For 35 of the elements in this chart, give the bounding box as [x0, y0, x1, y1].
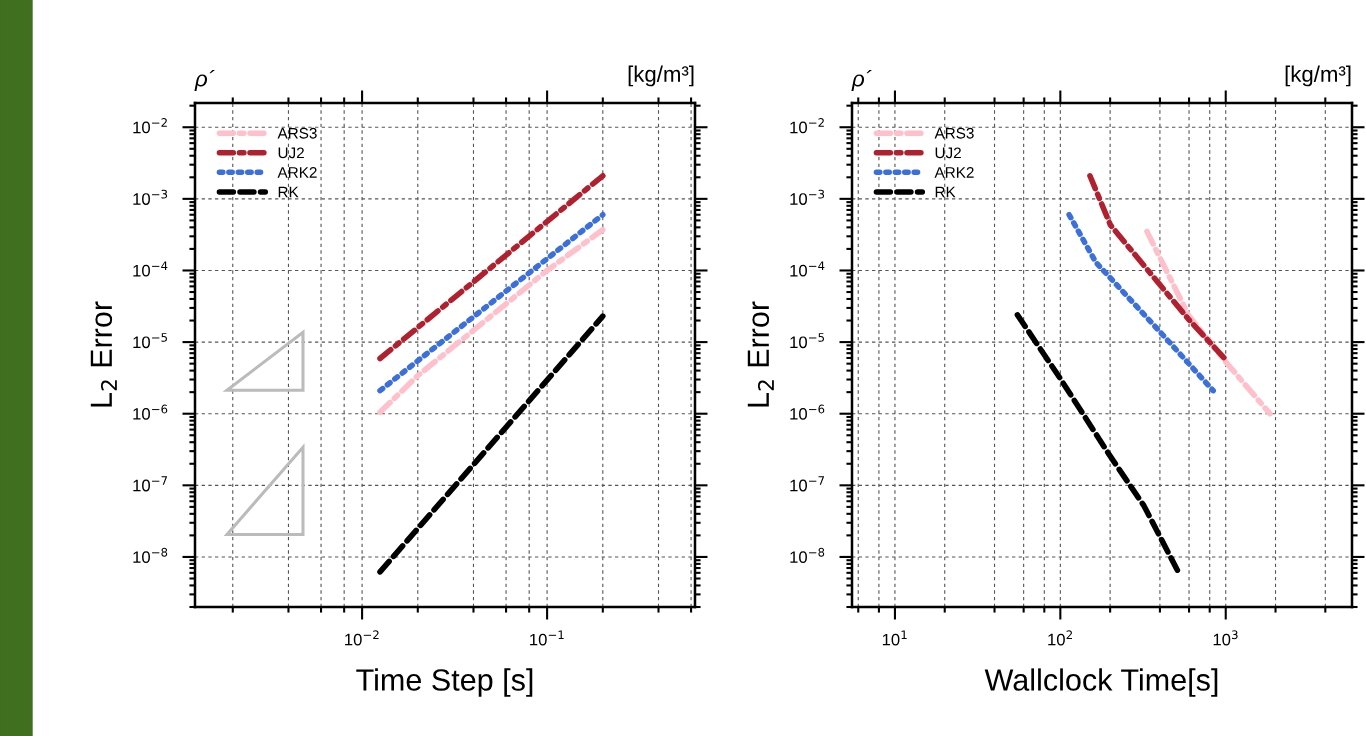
x-tick-label: 10$^{3}$ [1213, 630, 1238, 646]
legend-label: ARK2 [934, 167, 974, 178]
y-tick-label: 10$^{−4}$ [133, 261, 168, 277]
text: [kg/m³] [628, 65, 694, 87]
legend-label: ARK2 [277, 167, 317, 178]
y-tick-label: 10$^{−7}$ [133, 476, 168, 492]
legend-label: UJ2 [935, 147, 961, 159]
y-tick-label: 10$^{−3}$ [133, 189, 168, 205]
x-tick-label: 10$^{1}$ [882, 630, 907, 646]
y-tick-label: 10$^{−2}$ [133, 118, 167, 134]
y-tick-label: 10$^{−7}$ [790, 476, 825, 492]
chart-title: ρ´ [851, 69, 872, 91]
legend-label: RK [278, 186, 299, 198]
y-tick-label: 10$^{−6}$ [133, 404, 168, 420]
y-axis-title: L$_{2}$ Error [90, 301, 117, 407]
y-axis-title: L$_{2}$ Error [747, 301, 774, 407]
text: [kg/m³] [1285, 65, 1351, 87]
x-axis-title: Time Step [s] [356, 668, 533, 697]
y-tick-label: 10$^{−5}$ [790, 333, 824, 349]
y-tick-label: 10$^{−8}$ [133, 547, 168, 564]
chart-title: ρ´ [194, 69, 215, 91]
y-tick-label: 10$^{−3}$ [790, 189, 825, 205]
y-tick-label: 10$^{−5}$ [133, 333, 167, 349]
legend-label: ARS3 [277, 127, 317, 139]
x-tick-label: 10$^{2}$ [1048, 630, 1072, 646]
x-axis-title: Wallclock Time[s] [984, 668, 1218, 697]
legend-label: ARS3 [934, 127, 974, 139]
y-tick-label: 10$^{−2}$ [790, 118, 824, 134]
x-tick-label: 10$^{−1}$ [530, 630, 564, 646]
y-tick-label: 10$^{−8}$ [790, 547, 825, 564]
y-tick-label: 10$^{−4}$ [790, 261, 825, 277]
y-tick-label: 10$^{−6}$ [790, 404, 825, 420]
legend-label: UJ2 [278, 147, 304, 159]
legend-label: RK [935, 186, 956, 198]
x-tick-label: 10$^{−2}$ [345, 630, 379, 646]
